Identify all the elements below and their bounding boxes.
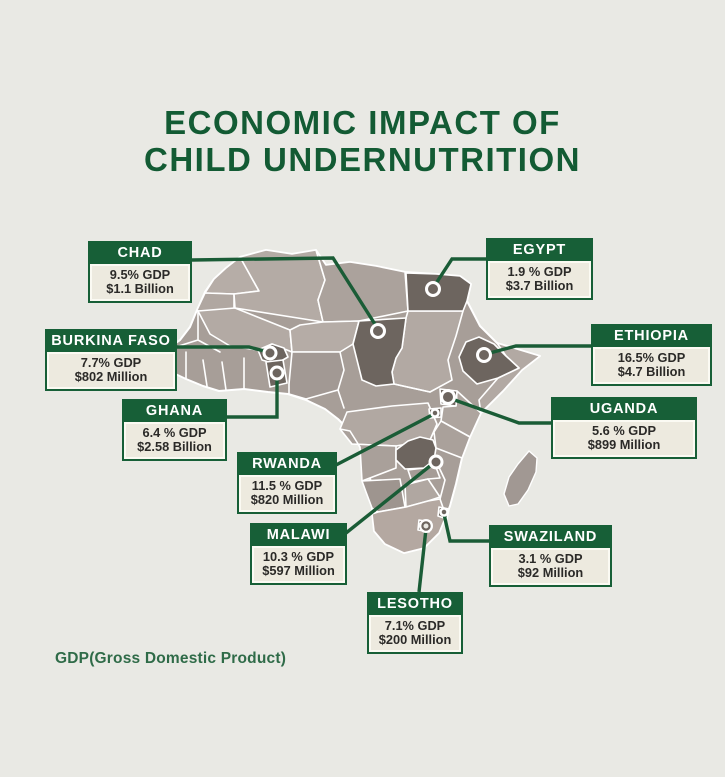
- callout-lesotho-name: LESOTHO: [369, 594, 461, 615]
- marker-burkina-faso: [262, 345, 278, 361]
- map-country-angola: [339, 428, 397, 482]
- callout-egypt-gdp: 1.9 % GDP: [507, 264, 572, 279]
- callout-malawi-stats: 10.3 % GDP $597 Million: [252, 546, 345, 583]
- callout-rwanda: RWANDA 11.5 % GDP $820 Million: [237, 452, 337, 514]
- leader-line-burkina-faso: [177, 345, 269, 354]
- callout-malawi-cost: $597 Million: [262, 563, 335, 578]
- callout-burkina-faso: BURKINA FASO 7.7% GDP $802 Million: [45, 329, 177, 391]
- map-country-niger: [289, 320, 360, 353]
- callout-lesotho-gdp: 7.1% GDP: [384, 618, 446, 633]
- callout-malawi-gdp: 10.3 % GDP: [262, 549, 335, 564]
- map-country-chad-highlight: [352, 317, 407, 387]
- map-country-madagascar: [503, 450, 538, 507]
- callout-ethiopia-gdp: 16.5% GDP: [617, 350, 686, 365]
- callout-ghana-name: GHANA: [124, 401, 225, 422]
- callout-chad-gdp: 9.5% GDP: [109, 267, 171, 282]
- callout-rwanda-stats: 11.5 % GDP $820 Million: [239, 475, 335, 512]
- callout-uganda-name: UGANDA: [553, 399, 695, 420]
- callout-lesotho-stats: 7.1% GDP $200 Million: [369, 615, 461, 652]
- callout-ethiopia: ETHIOPIA 16.5% GDP $4.7 Billion: [591, 324, 712, 386]
- callout-swaziland: SWAZILAND 3.1 % GDP $92 Million: [489, 525, 612, 587]
- callout-burkina-faso-cost: $802 Million: [74, 369, 148, 384]
- marker-uganda: [440, 389, 456, 405]
- page-title-line2: CHILD UNDERNUTRITION: [144, 141, 581, 178]
- callout-chad-name: CHAD: [90, 243, 190, 264]
- map-country-nigeria: [288, 351, 345, 400]
- callout-ethiopia-stats: 16.5% GDP $4.7 Billion: [593, 347, 710, 384]
- callout-egypt-stats: 1.9 % GDP $3.7 Billion: [488, 261, 591, 298]
- location-markers: [262, 281, 492, 533]
- callout-egypt-cost: $3.7 Billion: [505, 278, 574, 293]
- leader-line-uganda: [448, 396, 551, 425]
- callout-ethiopia-cost: $4.7 Billion: [617, 364, 686, 379]
- page-title: ECONOMIC IMPACT OF CHILD UNDERNUTRITION: [0, 104, 725, 178]
- marker-egypt: [425, 281, 441, 297]
- leader-line-chad: [191, 256, 380, 330]
- page-title-line1: ECONOMIC IMPACT OF: [164, 104, 561, 141]
- callout-uganda: UGANDA 5.6 % GDP $899 Million: [551, 397, 697, 459]
- callout-chad-cost: $1.1 Billion: [106, 281, 174, 296]
- callout-rwanda-cost: $820 Million: [250, 492, 324, 507]
- callout-ethiopia-name: ETHIOPIA: [593, 326, 710, 347]
- callout-rwanda-gdp: 11.5 % GDP: [251, 478, 323, 493]
- callout-burkina-faso-stats: 7.7% GDP $802 Million: [47, 352, 175, 389]
- map-country-botswana: [404, 478, 441, 508]
- callout-swaziland-gdp: 3.1 % GDP: [518, 551, 583, 566]
- leader-line-ethiopia: [485, 344, 591, 356]
- marker-swaziland: [439, 507, 449, 517]
- callout-swaziland-stats: 3.1 % GDP $92 Million: [491, 548, 610, 585]
- map-country-tanzania: [433, 420, 471, 459]
- map-country-zambia-malawi-highlight: [395, 436, 437, 470]
- callout-egypt: EGYPT 1.9 % GDP $3.7 Billion: [486, 238, 593, 300]
- marker-rwanda: [430, 408, 440, 418]
- leader-line-lesotho: [417, 528, 428, 593]
- map-country-south-africa: [371, 498, 447, 554]
- callout-burkina-faso-gdp: 7.7% GDP: [80, 355, 142, 370]
- callout-uganda-stats: 5.6 % GDP $899 Million: [553, 420, 695, 457]
- callout-rwanda-name: RWANDA: [239, 454, 335, 475]
- callout-malawi: MALAWI 10.3 % GDP $597 Million: [250, 523, 347, 585]
- callout-lesotho: LESOTHO 7.1% GDP $200 Million: [367, 592, 463, 654]
- callout-ghana: GHANA 6.4 % GDP $2.58 Billion: [122, 399, 227, 461]
- callout-chad: CHAD 9.5% GDP $1.1 Billion: [88, 241, 192, 303]
- marker-chad: [370, 323, 386, 339]
- map-country-libya: [315, 249, 409, 323]
- callout-malawi-name: MALAWI: [252, 525, 345, 546]
- leader-line-ghana: [225, 377, 279, 419]
- marker-ethiopia: [476, 347, 492, 363]
- callout-ghana-gdp: 6.4 % GDP: [142, 425, 207, 440]
- gdp-footnote: GDP(Gross Domestic Product): [55, 650, 287, 667]
- callout-swaziland-name: SWAZILAND: [491, 527, 610, 548]
- map-country-namibia: [361, 478, 406, 513]
- leader-lines: [177, 256, 591, 593]
- marker-ghana: [269, 365, 285, 381]
- callout-swaziland-cost: $92 Million: [517, 565, 584, 580]
- callout-ghana-stats: 6.4 % GDP $2.58 Billion: [124, 422, 225, 459]
- callout-burkina-faso-name: BURKINA FASO: [47, 331, 175, 352]
- callout-chad-stats: 9.5% GDP $1.1 Billion: [90, 264, 190, 301]
- callout-ghana-cost: $2.58 Billion: [137, 439, 212, 454]
- leader-line-rwanda: [335, 412, 435, 467]
- callout-uganda-cost: $899 Million: [587, 437, 661, 452]
- callout-lesotho-cost: $200 Million: [378, 632, 452, 647]
- callout-uganda-gdp: 5.6 % GDP: [591, 423, 656, 438]
- leader-line-swaziland: [442, 513, 489, 543]
- leader-line-egypt: [431, 257, 486, 289]
- callout-egypt-name: EGYPT: [488, 240, 591, 261]
- marker-malawi: [428, 454, 444, 470]
- marker-lesotho-inner: [421, 521, 431, 531]
- leader-line-malawi: [344, 460, 437, 535]
